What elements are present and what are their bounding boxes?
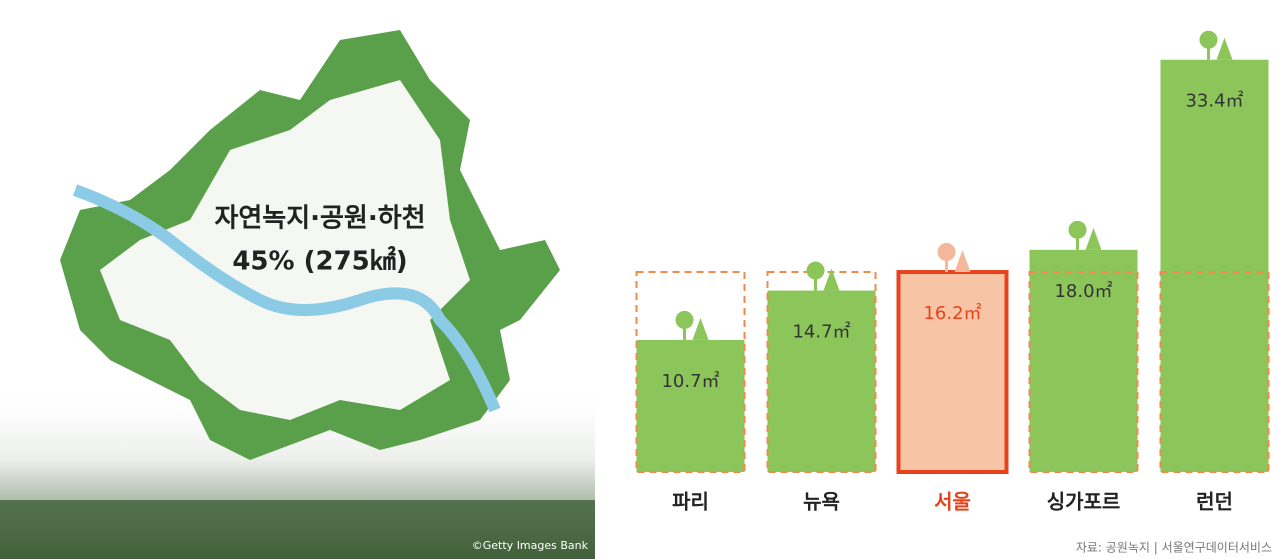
bar bbox=[899, 272, 1007, 472]
value-label: 33.4㎡ bbox=[1185, 90, 1243, 112]
bar bbox=[768, 291, 876, 472]
map-value: 45% (275㎢) bbox=[232, 246, 407, 277]
value-label: 18.0㎡ bbox=[1054, 280, 1112, 302]
bar bbox=[637, 340, 745, 472]
tree-crown bbox=[807, 262, 825, 280]
value-label: 14.7㎡ bbox=[792, 321, 850, 343]
tree-pine bbox=[824, 269, 840, 291]
tree-pine bbox=[1086, 228, 1102, 250]
category-label: 파리 bbox=[672, 490, 709, 514]
category-label: 싱가포르 bbox=[1047, 490, 1121, 514]
category-label: 뉴욕 bbox=[803, 490, 840, 514]
tree-crown bbox=[676, 311, 694, 329]
tree-pine bbox=[955, 250, 971, 272]
tree-pine bbox=[1217, 38, 1233, 60]
value-label: 16.2㎡ bbox=[923, 302, 981, 324]
source: 자료: 공원녹지 | 서울연구데이터서비스 bbox=[1076, 541, 1272, 555]
tree-crown bbox=[1200, 31, 1218, 49]
tree-crown bbox=[1069, 221, 1087, 239]
photo-credit: ©Getty Images Bank bbox=[472, 539, 589, 552]
infographic: 자연녹지·공원·하천 45% (275㎢) ©Getty Images Bank… bbox=[0, 0, 1279, 559]
category-label: 런던 bbox=[1196, 490, 1233, 514]
value-label: 10.7㎡ bbox=[661, 370, 719, 392]
tree-crown bbox=[938, 243, 956, 261]
map-panel: 자연녹지·공원·하천 45% (275㎢) ©Getty Images Bank bbox=[0, 30, 595, 559]
category-label: 서울 bbox=[934, 490, 971, 514]
bar bbox=[1161, 60, 1269, 472]
tree-pine bbox=[693, 318, 709, 340]
map-title: 자연녹지·공원·하천 bbox=[214, 204, 425, 234]
